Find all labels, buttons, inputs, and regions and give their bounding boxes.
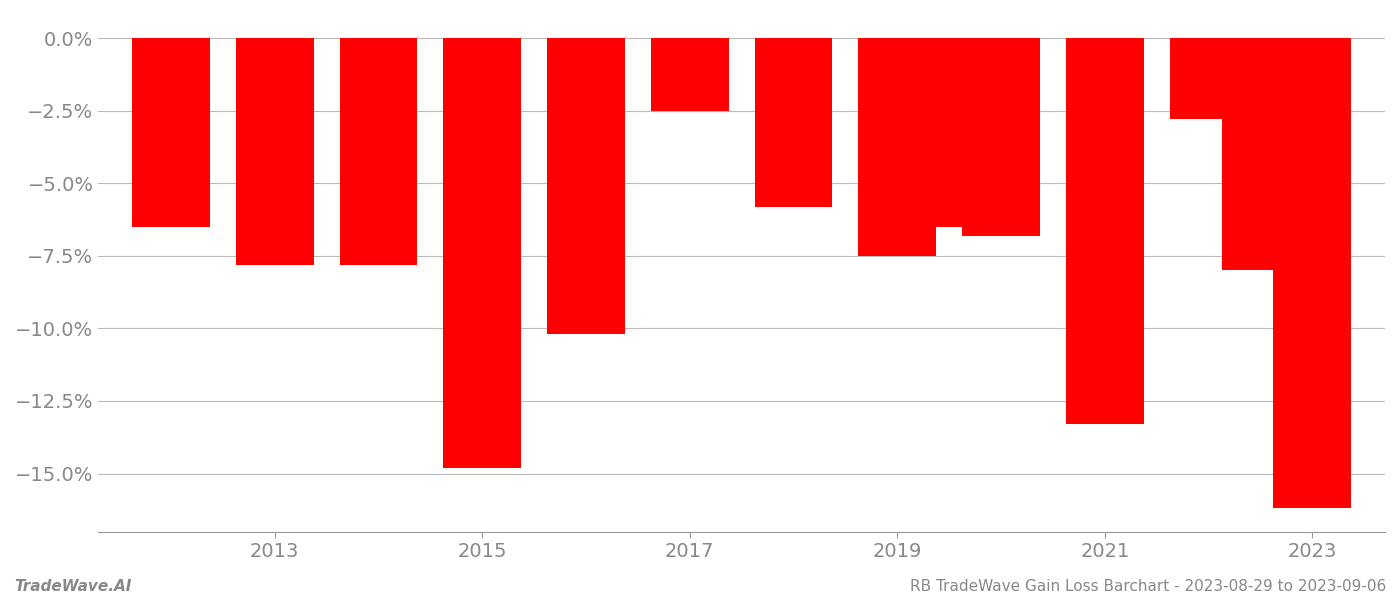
Bar bbox=[910, 38, 988, 227]
Bar bbox=[755, 38, 833, 206]
Bar bbox=[235, 38, 314, 265]
Bar bbox=[132, 38, 210, 227]
Text: TradeWave.AI: TradeWave.AI bbox=[14, 579, 132, 594]
Bar bbox=[1065, 38, 1144, 424]
Bar bbox=[1222, 38, 1299, 271]
Bar bbox=[547, 38, 624, 334]
Bar bbox=[962, 38, 1040, 236]
Bar bbox=[651, 38, 729, 111]
Bar bbox=[858, 38, 937, 256]
Text: RB TradeWave Gain Loss Barchart - 2023-08-29 to 2023-09-06: RB TradeWave Gain Loss Barchart - 2023-0… bbox=[910, 579, 1386, 594]
Bar bbox=[340, 38, 417, 265]
Bar bbox=[1274, 38, 1351, 508]
Bar bbox=[1169, 38, 1247, 119]
Bar bbox=[444, 38, 521, 468]
